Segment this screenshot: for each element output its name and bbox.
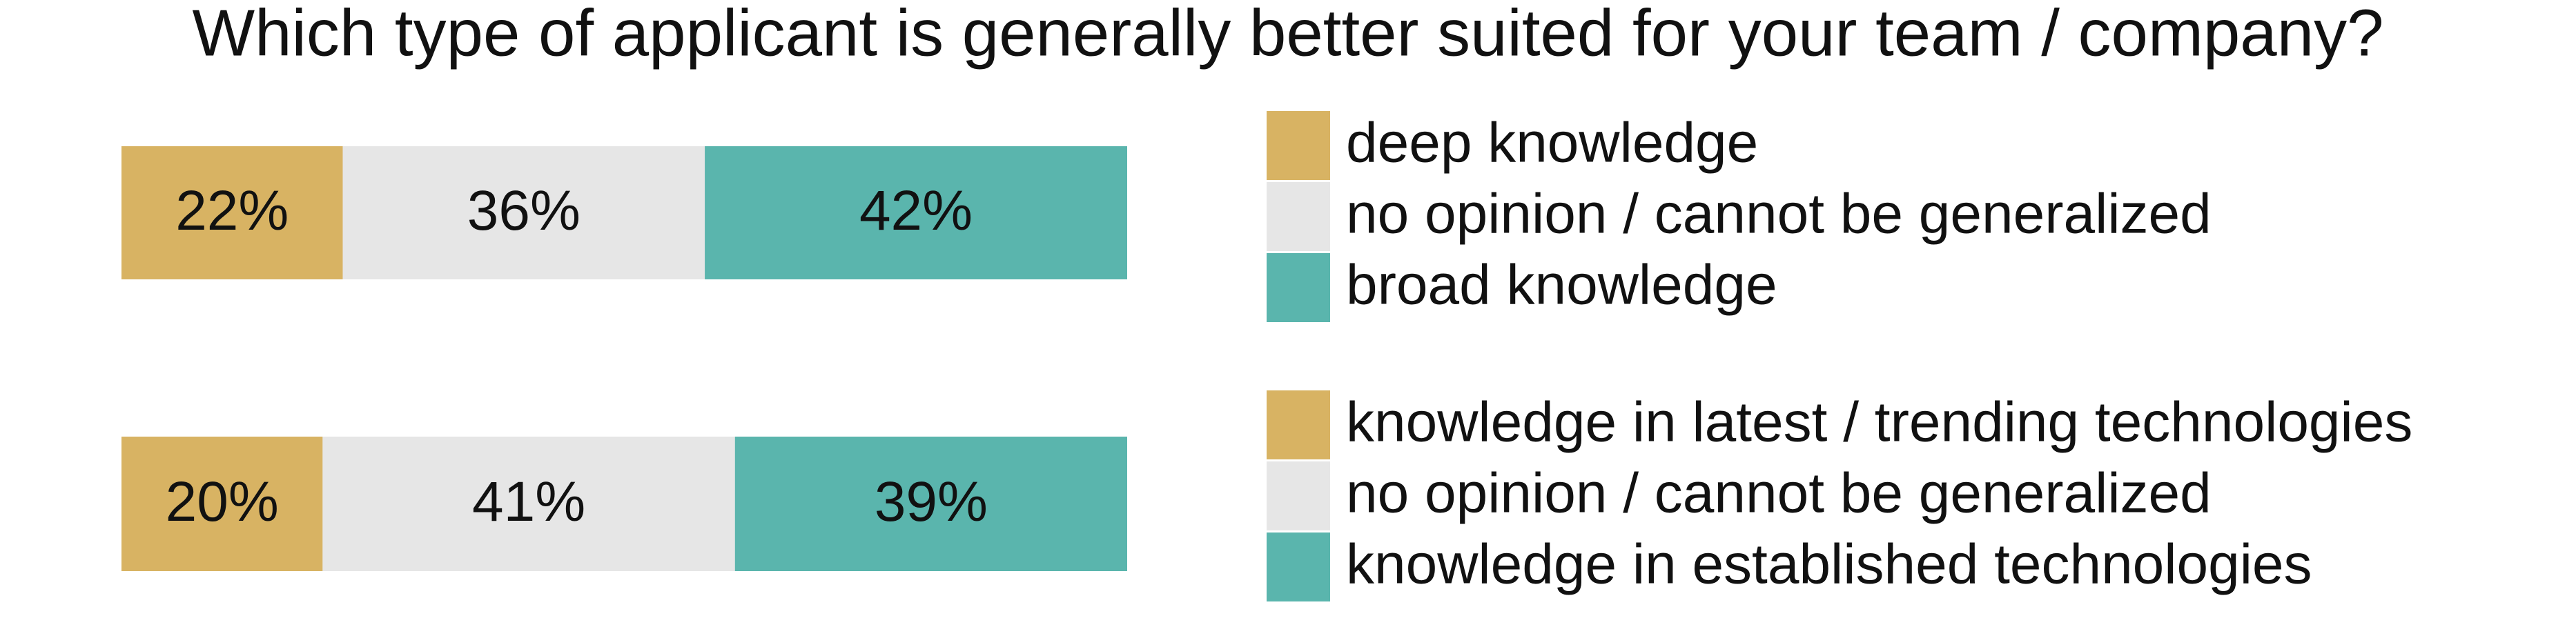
chart-title: Which type of applicant is generally bet… — [193, 0, 2384, 70]
value-label: 42% — [859, 179, 973, 242]
legend-swatch — [1267, 111, 1330, 180]
legend-label: no opinion / cannot be generalized — [1346, 183, 2212, 246]
value-label: 20% — [166, 470, 279, 533]
legend-swatch — [1267, 182, 1330, 251]
value-label: 36% — [467, 179, 580, 242]
value-label: 22% — [175, 179, 289, 242]
bar-segment — [734, 437, 1127, 571]
bar-segment — [121, 437, 323, 571]
bar-segment — [342, 146, 705, 279]
legend-label: broad knowledge — [1346, 254, 1777, 317]
value-label: 41% — [472, 470, 585, 533]
legend-label: knowledge in established technologies — [1346, 533, 2312, 596]
value-label: 39% — [875, 470, 988, 533]
legend-label: deep knowledge — [1346, 112, 1758, 175]
bar-segment — [705, 146, 1127, 279]
legend-label: knowledge in latest / trending technolog… — [1346, 391, 2412, 454]
bar-segment — [121, 146, 343, 279]
bar-segment — [322, 437, 735, 571]
legend-swatch — [1267, 390, 1330, 459]
legend-label: no opinion / cannot be generalized — [1346, 462, 2212, 525]
legend-swatch — [1267, 461, 1330, 530]
legend-swatch — [1267, 533, 1330, 601]
legend-swatch — [1267, 253, 1330, 322]
